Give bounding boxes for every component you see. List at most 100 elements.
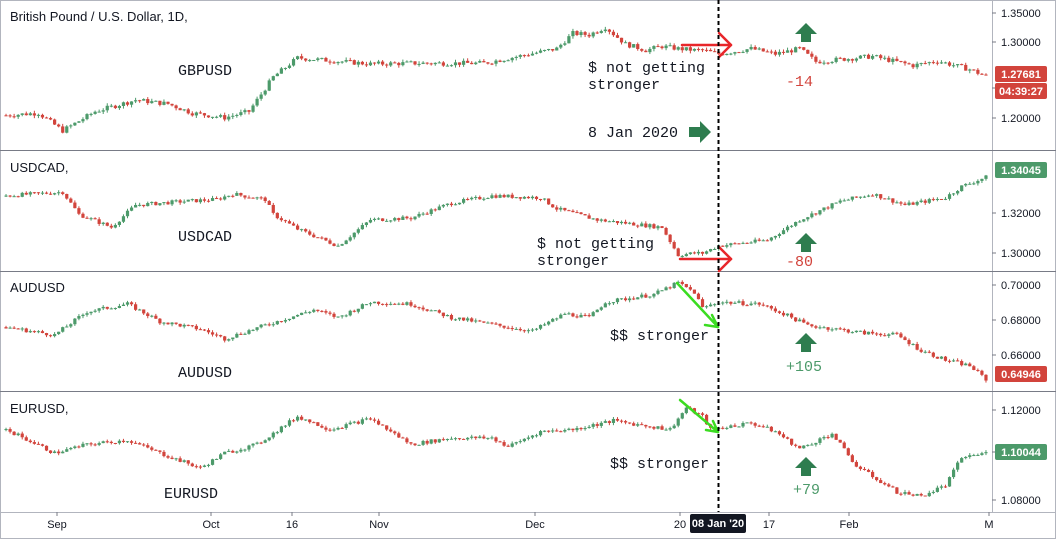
candle: [453, 202, 458, 206]
pane-title-audusd: AUDUSD: [10, 280, 65, 295]
candle: [190, 198, 194, 202]
candle: [85, 311, 89, 317]
candle: [676, 46, 680, 51]
candle: [291, 418, 296, 423]
candle: [69, 124, 73, 129]
candle: [336, 243, 340, 247]
delta-gbpusd: -14: [786, 74, 813, 91]
candle: [57, 190, 61, 196]
candle: [429, 439, 433, 445]
candles-layer: [4, 26, 988, 497]
candle: [433, 208, 437, 212]
candle: [692, 289, 697, 294]
candle: [231, 337, 235, 342]
candle: [154, 449, 158, 451]
candle: [206, 198, 211, 203]
delta-eurusd: +79: [793, 482, 820, 499]
candle: [401, 215, 405, 221]
candle: [802, 445, 806, 449]
candle: [956, 358, 960, 362]
candle: [721, 245, 725, 247]
candle: [542, 322, 547, 327]
candle: [271, 75, 275, 81]
candle: [757, 301, 761, 307]
candle: [757, 237, 761, 242]
candle: [263, 196, 267, 204]
candle: [733, 242, 737, 245]
candle: [425, 439, 429, 446]
candle: [927, 490, 931, 497]
candle: [903, 201, 907, 206]
candle: [563, 312, 567, 315]
candle: [433, 439, 437, 444]
candle: [393, 216, 397, 222]
price-tick-label: 1.30000: [1001, 37, 1041, 49]
candle: [267, 78, 271, 92]
candle: [875, 476, 879, 482]
candle: [571, 209, 575, 213]
candle: [166, 454, 170, 459]
candle: [324, 309, 328, 315]
candle: [879, 54, 883, 61]
candle: [214, 458, 219, 460]
candle: [198, 465, 202, 470]
candle: [551, 49, 555, 52]
candle: [611, 219, 616, 223]
candle: [61, 191, 65, 196]
candle: [551, 317, 555, 323]
candle: [895, 331, 899, 335]
candle: [777, 49, 782, 57]
candle: [781, 227, 786, 235]
candle: [628, 422, 632, 425]
candle: [397, 61, 401, 68]
candle: [300, 415, 304, 421]
candle: [935, 197, 939, 202]
candle: [956, 190, 960, 196]
candle: [97, 109, 101, 113]
candle: [757, 46, 761, 51]
candle: [77, 206, 81, 216]
candle: [376, 301, 381, 306]
candle: [186, 199, 190, 202]
candle: [16, 432, 20, 437]
candle: [725, 299, 729, 305]
candle: [125, 441, 130, 443]
candle: [324, 56, 328, 62]
candle: [364, 61, 369, 67]
candle: [243, 332, 247, 335]
candle: [113, 442, 117, 445]
candle: [968, 362, 972, 367]
candle: [449, 436, 454, 440]
candle: [287, 318, 292, 322]
candle: [129, 205, 134, 212]
candle: [644, 424, 648, 429]
candle: [162, 450, 166, 458]
candle: [555, 46, 559, 51]
candle: [61, 326, 65, 333]
candle: [16, 195, 20, 198]
candle: [862, 54, 867, 58]
candle: [935, 485, 939, 493]
candle: [684, 252, 688, 257]
candle: [583, 313, 587, 317]
candle: [822, 435, 826, 441]
candle: [547, 198, 551, 205]
price-tick-label: 1.32000: [1001, 208, 1041, 220]
candle: [810, 51, 814, 59]
candle: [453, 437, 458, 441]
candle: [48, 334, 53, 338]
candle: [899, 492, 903, 496]
candle: [870, 54, 875, 60]
candle: [142, 98, 146, 101]
candle: [12, 113, 16, 119]
candle: [65, 324, 69, 328]
candle: [781, 432, 786, 439]
candle: [931, 60, 935, 65]
candle: [255, 441, 259, 445]
candle: [227, 195, 231, 198]
candle: [65, 193, 69, 200]
candle: [372, 217, 377, 222]
pair-label-usdcad: USDCAD: [178, 229, 232, 246]
candle: [385, 63, 389, 68]
candle: [538, 324, 543, 331]
